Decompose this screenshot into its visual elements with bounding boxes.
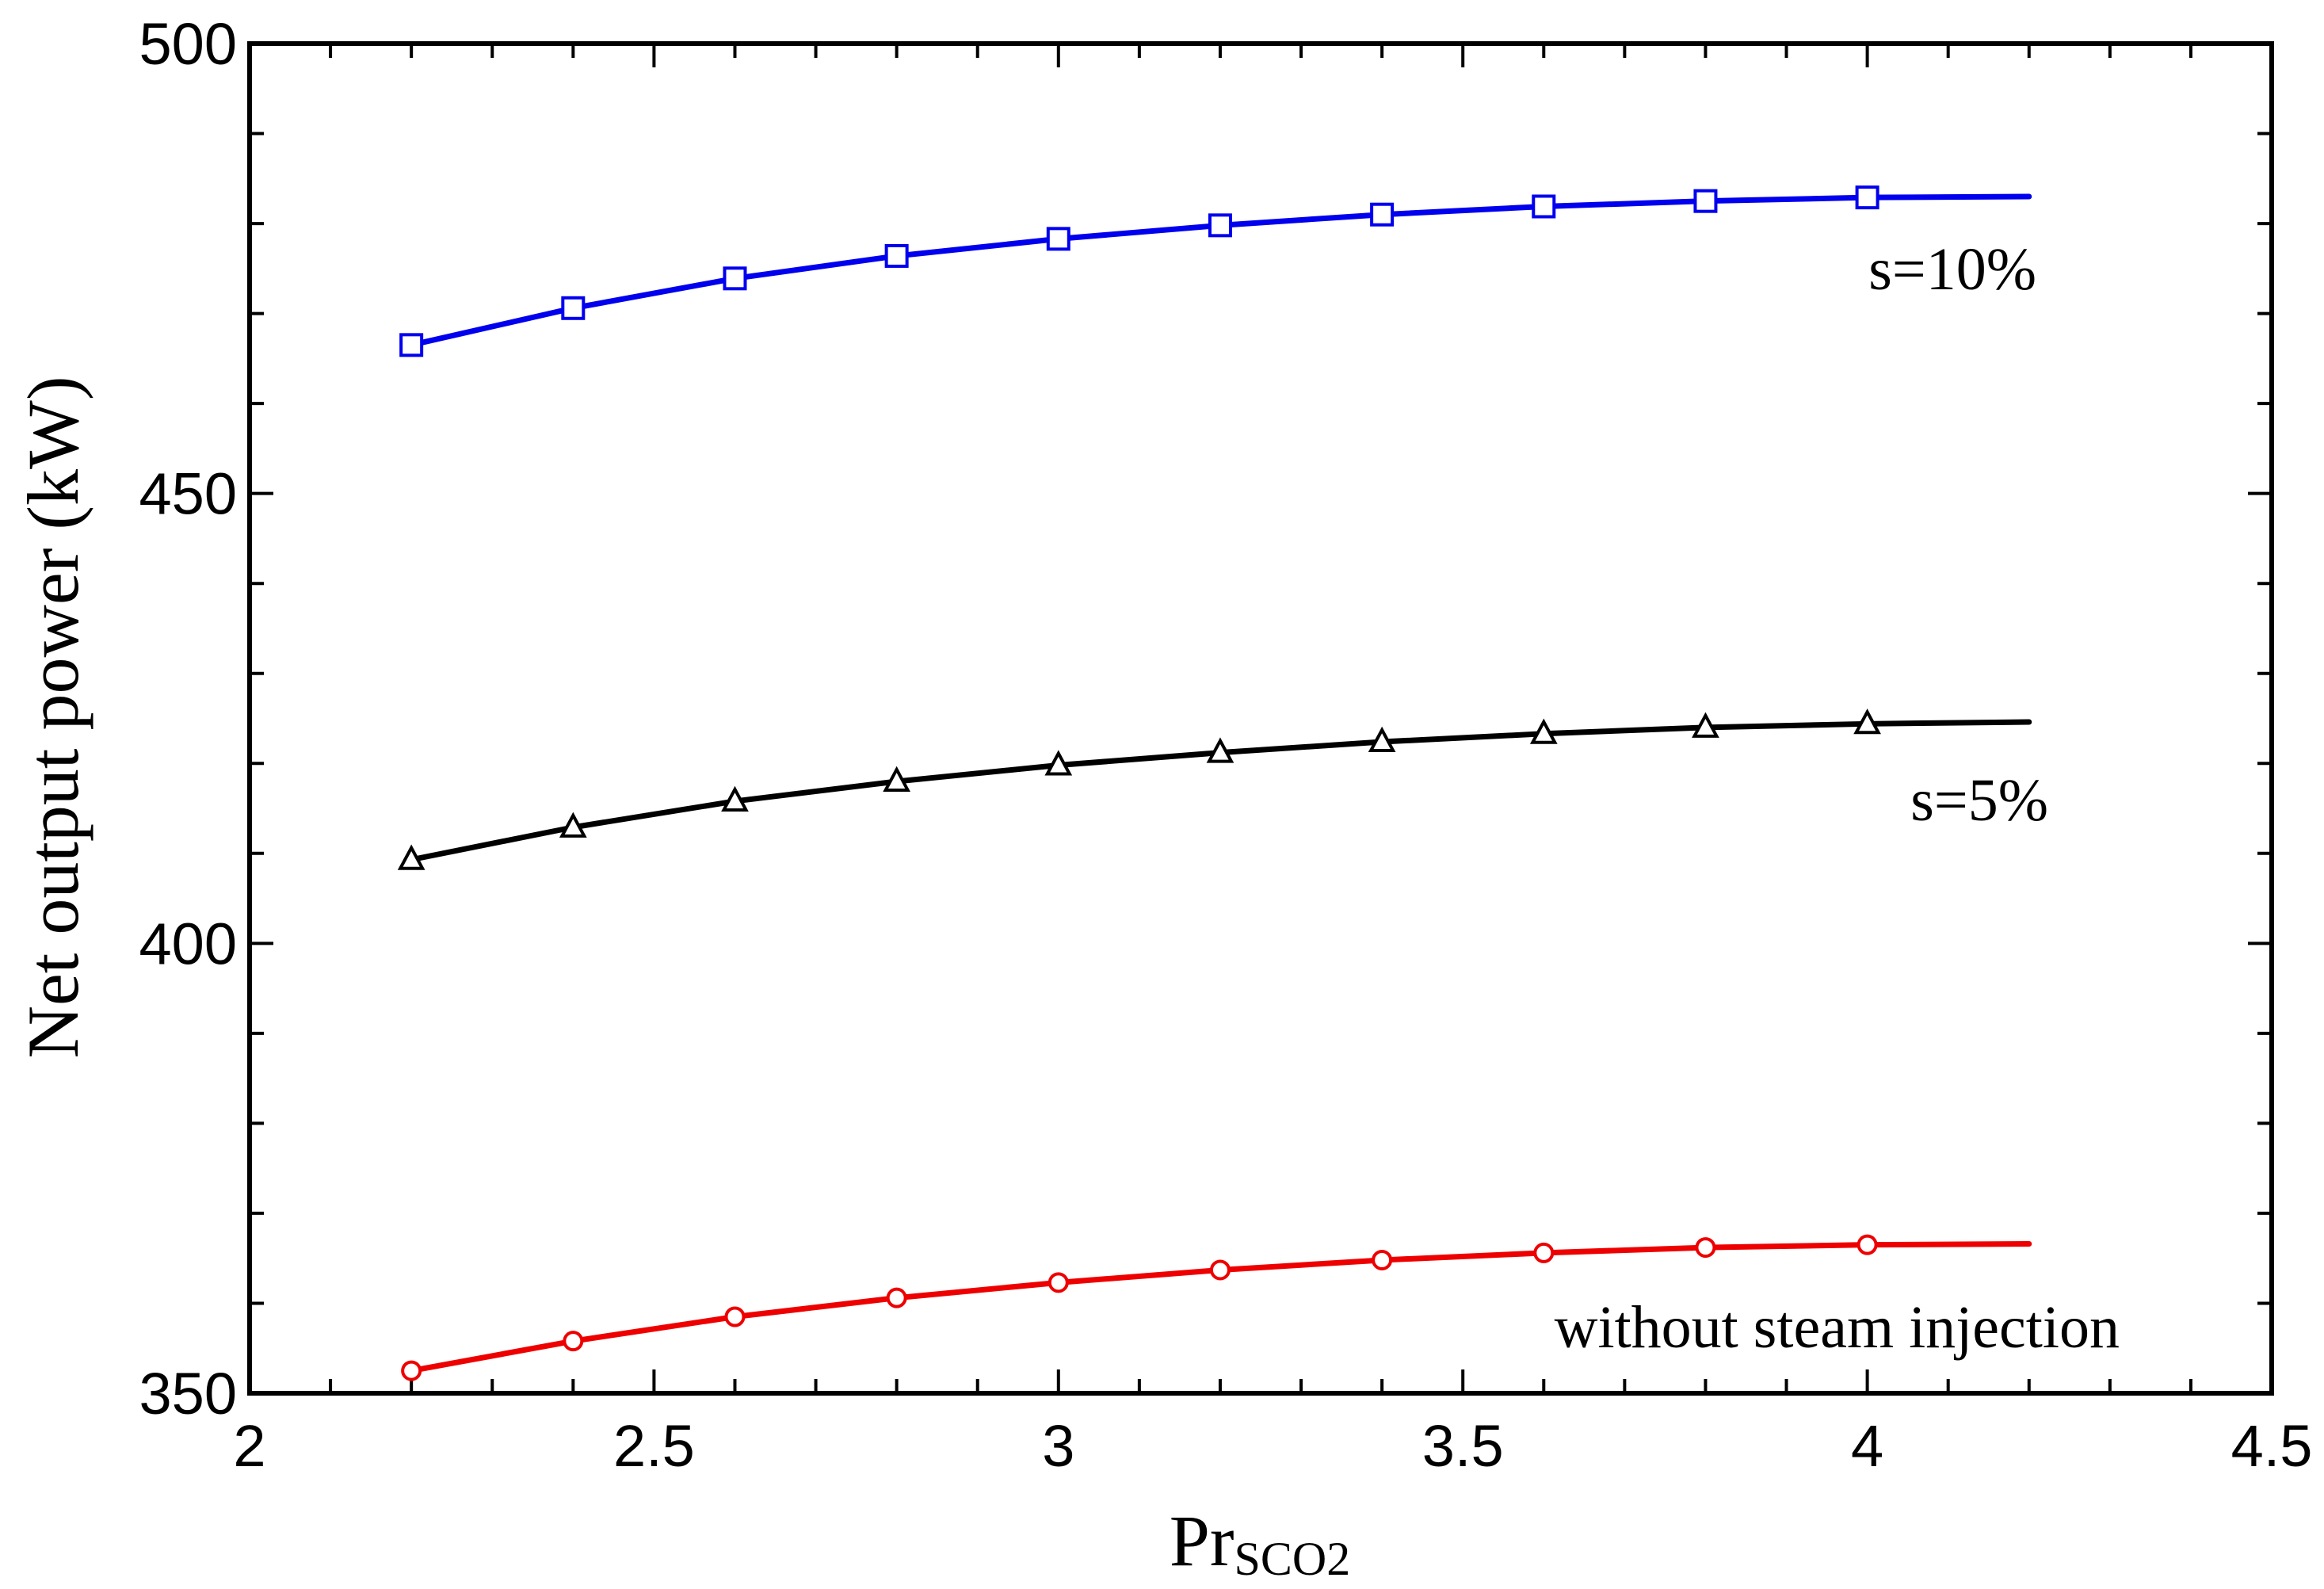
tick-labels: 2 2.5 3 3.5 4 4.5 350 400 450 500 xyxy=(139,11,2313,1479)
data-point-square xyxy=(1532,194,1556,219)
data-point-triangle xyxy=(1206,737,1235,763)
data-point-circle xyxy=(401,1360,422,1381)
data-point-circle xyxy=(1857,1234,1878,1255)
data-point-circle xyxy=(1533,1242,1555,1263)
data-point-square xyxy=(1046,227,1070,251)
annotation-without-steam: without steam injection xyxy=(1555,1294,2120,1361)
data-point-circle xyxy=(563,1331,584,1352)
data-markers xyxy=(397,185,1881,1381)
x-tick-label: 2 xyxy=(233,1413,265,1479)
data-point-circle xyxy=(1209,1259,1231,1281)
x-tick-label: 4 xyxy=(1851,1413,1883,1479)
x-tick-label: 3 xyxy=(1042,1413,1074,1479)
data-point-square xyxy=(1855,185,1879,210)
data-point-circle xyxy=(1695,1237,1716,1259)
x-tick-label: 4.5 xyxy=(2231,1413,2313,1479)
data-point-circle xyxy=(1372,1249,1393,1270)
data-point-square xyxy=(1693,189,1718,213)
y-tick-label: 400 xyxy=(139,911,237,976)
data-point-square xyxy=(1370,202,1395,227)
data-point-circle xyxy=(1048,1272,1069,1293)
data-point-triangle xyxy=(1529,718,1558,744)
data-point-square xyxy=(884,243,909,268)
data-point-triangle xyxy=(883,766,910,792)
annotation-s5: s=5% xyxy=(1910,767,2048,834)
x-tick-label: 2.5 xyxy=(613,1413,695,1479)
data-point-triangle xyxy=(1692,712,1719,738)
y-tick-label: 500 xyxy=(139,11,237,77)
x-axis-title-main: Pr xyxy=(1170,1500,1235,1581)
data-point-square xyxy=(1208,213,1232,238)
data-point-triangle xyxy=(1368,726,1396,753)
annotation-s10: s=10% xyxy=(1868,236,2036,303)
y-axis-title: Net output power (kW) xyxy=(13,376,93,1059)
data-point-triangle xyxy=(559,812,587,838)
x-axis-title-subscript: SCO2 xyxy=(1235,1533,1351,1585)
data-point-square xyxy=(399,333,424,357)
data-point-square xyxy=(561,296,586,320)
x-axis-title: PrSCO2 xyxy=(1170,1500,1351,1585)
plot-frame xyxy=(247,41,2274,1396)
y-tick-label: 450 xyxy=(139,461,237,527)
data-point-circle xyxy=(886,1287,907,1308)
data-point-circle xyxy=(724,1306,746,1327)
data-point-triangle xyxy=(721,785,749,812)
x-tick-label: 3.5 xyxy=(1422,1413,1504,1479)
data-point-triangle xyxy=(397,844,425,870)
y-tick-label: 350 xyxy=(139,1361,237,1427)
series-lines xyxy=(408,193,2032,1374)
data-point-triangle xyxy=(1853,709,1881,735)
data-point-triangle xyxy=(1044,750,1073,776)
data-point-square xyxy=(723,266,747,291)
